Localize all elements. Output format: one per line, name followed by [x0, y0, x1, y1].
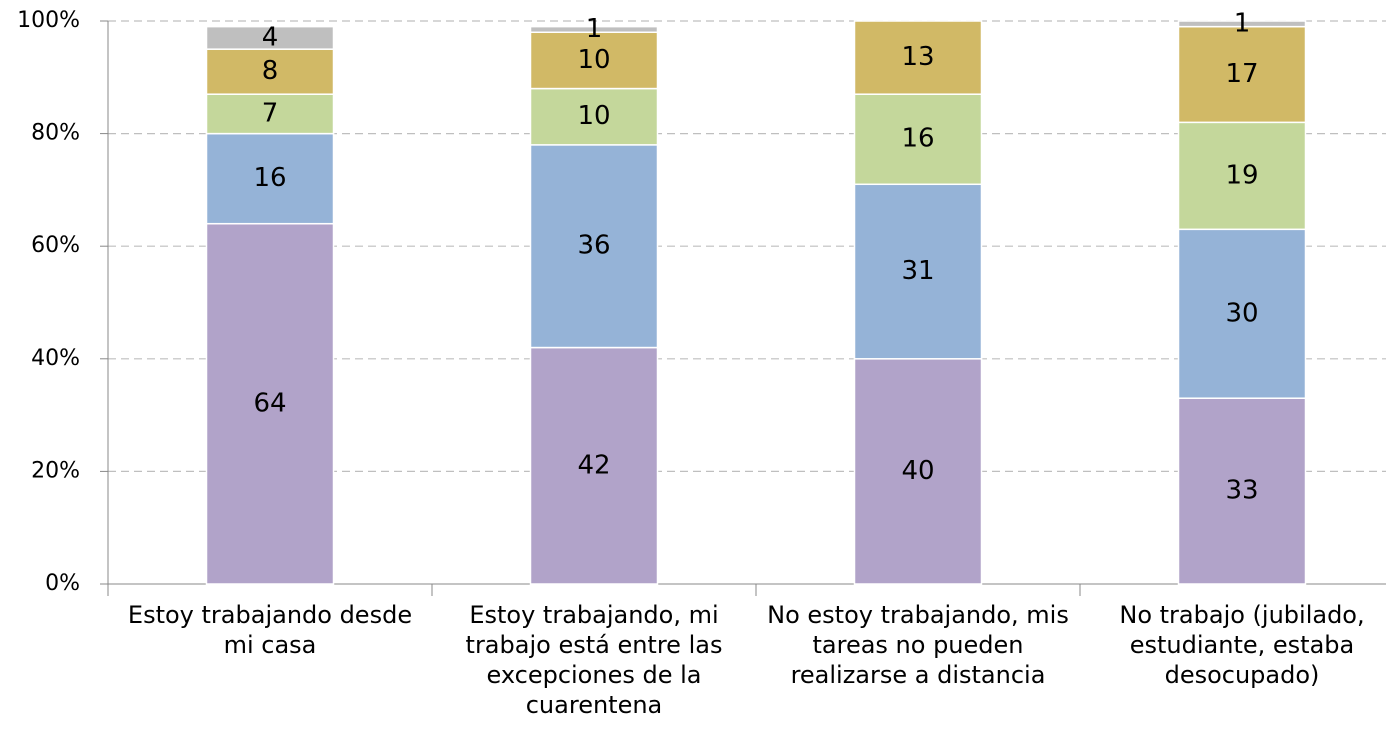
bar-segment — [529, 31, 659, 90]
data-label: 33 — [1225, 476, 1258, 506]
data-label: 64 — [253, 388, 286, 418]
data-label: 8 — [262, 56, 279, 86]
data-label: 19 — [1225, 160, 1258, 190]
bar-segment — [205, 132, 335, 225]
data-label: 30 — [1225, 298, 1258, 328]
data-label: 36 — [577, 231, 610, 261]
bar-segment — [1177, 121, 1307, 231]
x-tick-label: No estoy trabajando, mis tareas no puede… — [767, 601, 1069, 689]
data-label: 1 — [1234, 8, 1251, 38]
data-label: 13 — [901, 42, 934, 72]
x-tick-label: No trabajo (jubilado, estudiante, estaba… — [1119, 601, 1365, 689]
bar-segment — [205, 48, 335, 95]
y-tick-label: 100% — [17, 8, 80, 33]
data-label: 10 — [577, 101, 610, 131]
data-label: 40 — [901, 456, 934, 486]
y-tick-label: 80% — [31, 121, 80, 146]
data-label: 42 — [577, 450, 610, 480]
bar-segment — [529, 87, 659, 146]
bar-segment — [1177, 25, 1307, 124]
y-tick-label: 0% — [45, 571, 80, 596]
data-label: 1 — [586, 14, 603, 44]
bar-segment — [205, 25, 335, 50]
y-tick-label: 40% — [31, 346, 80, 371]
bar-segment — [1177, 20, 1307, 28]
bar-segment — [853, 93, 983, 186]
x-tick-label: Estoy trabajando, mi trabajo está entre … — [465, 601, 723, 719]
bar-segment — [529, 346, 659, 585]
bar-segment — [529, 25, 659, 34]
bar-segment — [529, 144, 659, 349]
data-label: 10 — [577, 45, 610, 75]
x-tick-label: Estoy trabajando desde mi casa — [127, 601, 413, 659]
bar-segment — [205, 222, 335, 585]
data-label: 16 — [253, 163, 286, 193]
bar-segment — [853, 183, 983, 360]
y-tick-label: 60% — [31, 233, 80, 258]
bar-segment — [1177, 397, 1307, 585]
bar-segment — [853, 20, 983, 95]
data-label: 17 — [1225, 59, 1258, 89]
data-label: 4 — [262, 22, 279, 52]
y-tick-label: 20% — [31, 458, 80, 483]
data-label: 31 — [901, 256, 934, 286]
bar-segment — [205, 93, 335, 135]
data-label: 7 — [262, 98, 279, 128]
bar-segment — [853, 358, 983, 585]
data-label: 16 — [901, 124, 934, 154]
